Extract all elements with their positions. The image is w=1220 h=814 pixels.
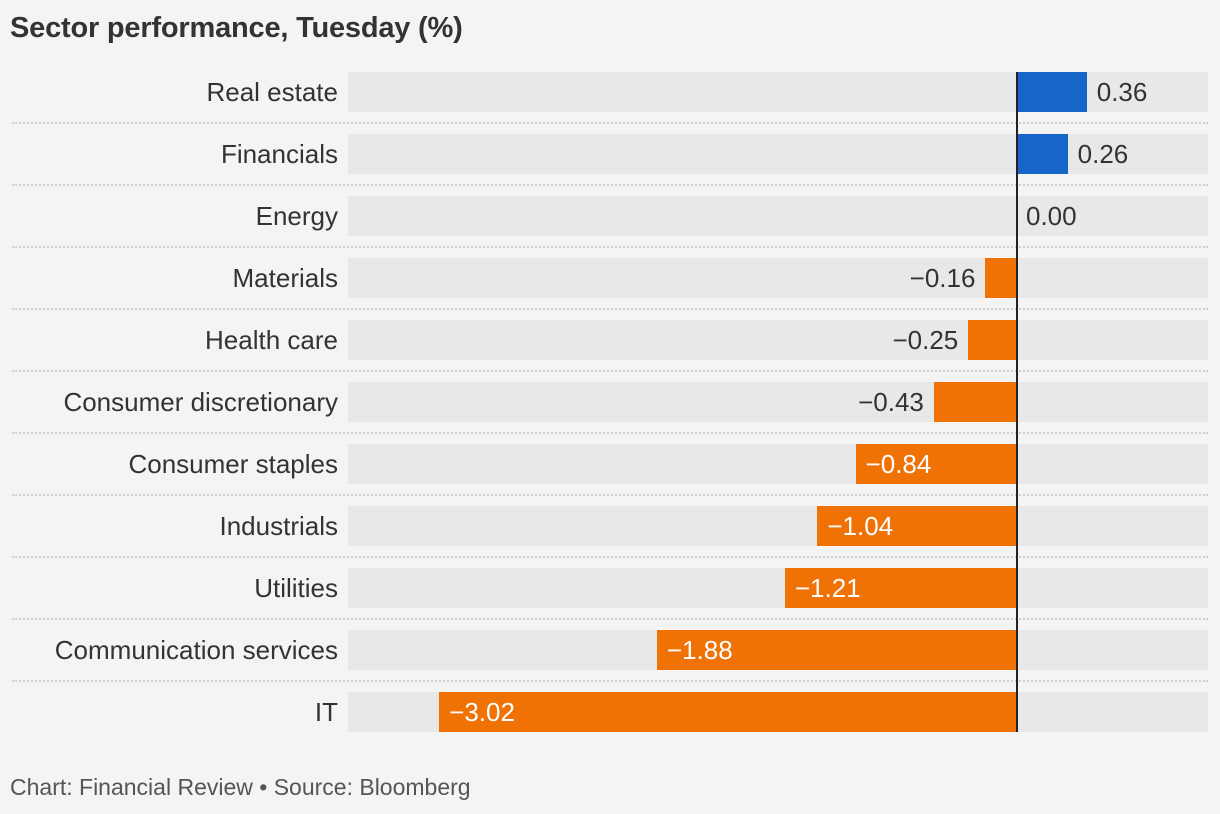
category-label: Health care bbox=[205, 325, 338, 355]
bar-negative bbox=[933, 382, 1016, 422]
bar-negative bbox=[656, 630, 1016, 670]
row-background bbox=[348, 506, 1208, 546]
row-background bbox=[348, 320, 1208, 360]
bar-negative bbox=[985, 258, 1016, 298]
chart-title: Sector performance, Tuesday (%) bbox=[10, 12, 463, 44]
row-background bbox=[348, 382, 1208, 422]
value-label: −1.21 bbox=[794, 573, 861, 603]
chart-source-credit: Chart: Financial Review • Source: Bloomb… bbox=[10, 774, 471, 800]
row-divider bbox=[12, 494, 1208, 496]
row-divider bbox=[12, 370, 1208, 372]
value-label: −3.02 bbox=[449, 697, 515, 727]
zero-axis-line bbox=[1016, 72, 1018, 732]
category-label: Industrials bbox=[219, 511, 339, 541]
row-divider bbox=[12, 618, 1208, 620]
row-background bbox=[348, 444, 1208, 484]
bar-negative bbox=[855, 444, 1016, 484]
value-label: 0.26 bbox=[1077, 139, 1129, 169]
value-label: −1.88 bbox=[666, 635, 733, 665]
category-label: IT bbox=[314, 697, 338, 727]
value-label: −0.25 bbox=[892, 325, 959, 355]
value-label: 0.00 bbox=[1026, 201, 1077, 231]
category-label: Financials bbox=[220, 139, 338, 169]
category-label: Materials bbox=[232, 263, 338, 293]
value-label: −0.43 bbox=[858, 387, 924, 417]
category-label: Real estate bbox=[206, 77, 338, 107]
bar-negative bbox=[784, 568, 1016, 608]
row-divider bbox=[12, 432, 1208, 434]
row-divider bbox=[12, 308, 1208, 310]
bar-negative bbox=[439, 692, 1016, 732]
category-label: Energy bbox=[255, 201, 338, 231]
row-divider bbox=[12, 246, 1208, 248]
value-label: −1.04 bbox=[827, 511, 894, 541]
row-divider bbox=[12, 122, 1208, 124]
bar-positive bbox=[1018, 72, 1087, 112]
value-label: −0.84 bbox=[865, 449, 932, 479]
row-divider bbox=[12, 556, 1208, 558]
category-label: Consumer staples bbox=[128, 449, 338, 479]
row-divider bbox=[12, 184, 1208, 186]
row-background bbox=[348, 196, 1208, 236]
bar-negative bbox=[817, 506, 1016, 546]
row-background bbox=[348, 568, 1208, 608]
category-label: Consumer discretionary bbox=[63, 387, 338, 417]
bar-negative bbox=[968, 320, 1016, 360]
row-background bbox=[348, 258, 1208, 298]
row-divider bbox=[12, 680, 1208, 682]
category-label: Utilities bbox=[254, 573, 338, 603]
value-label: 0.36 bbox=[1096, 77, 1148, 107]
category-label: Communication services bbox=[54, 635, 338, 665]
value-label: −0.16 bbox=[909, 263, 976, 293]
bar-positive bbox=[1018, 134, 1068, 174]
